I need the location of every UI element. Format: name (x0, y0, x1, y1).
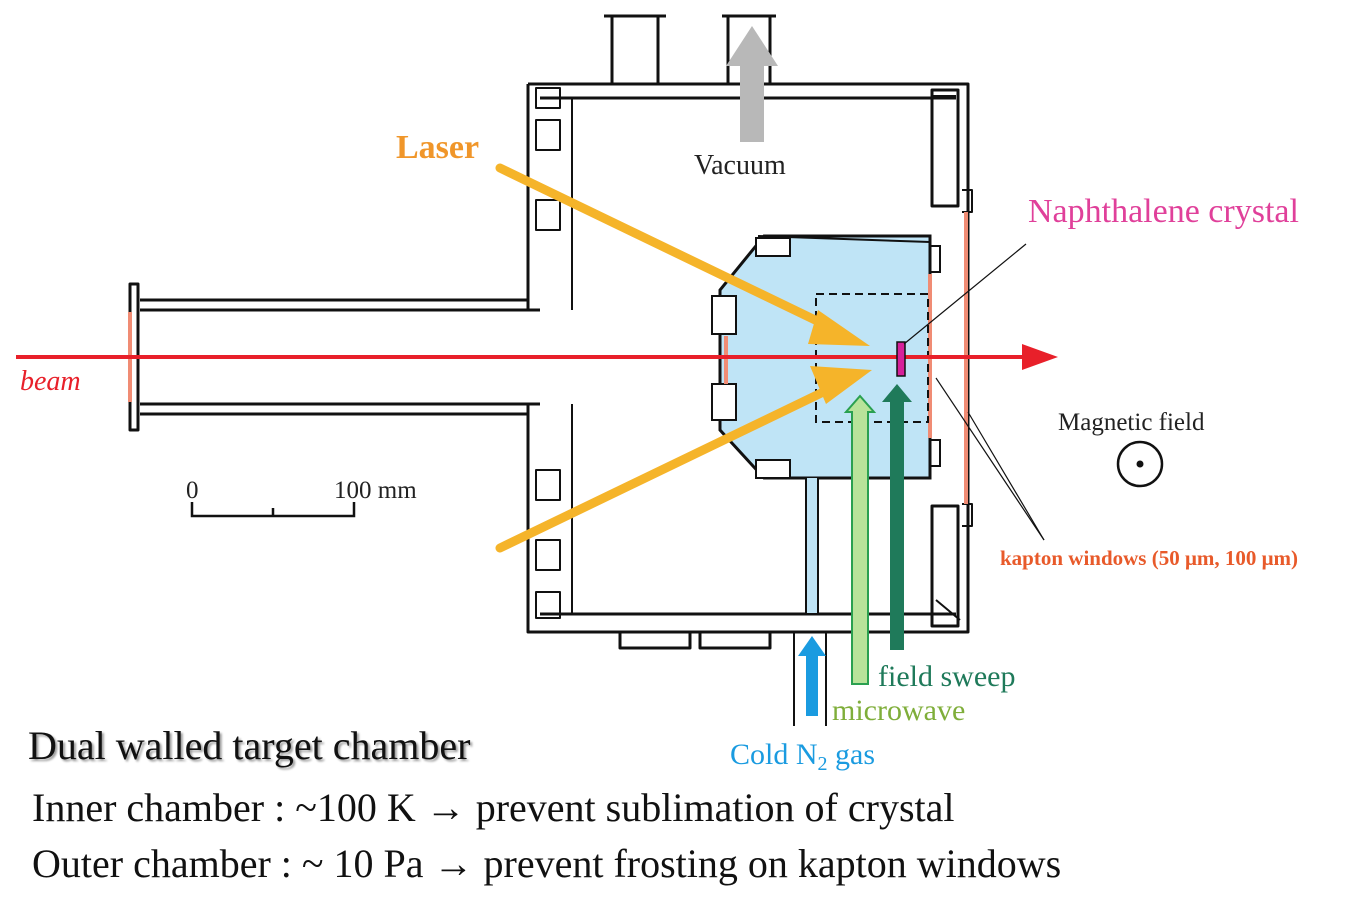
kapton-leader-lines (935, 377, 1045, 541)
laser-arrowhead-lower (810, 366, 872, 404)
beam-arrowhead (1022, 344, 1058, 370)
vacuum-arrow (726, 26, 778, 142)
field-sweep-label: field sweep (878, 660, 1015, 693)
caption-title: Dual walled target chamber (28, 723, 471, 768)
cold-n2-prefix: Cold N (730, 738, 818, 771)
naphthalene-crystal-sample (896, 341, 906, 377)
laser-arrowhead-upper (808, 310, 870, 346)
laser-label: Laser (396, 129, 479, 166)
caption-inner-chamber: Inner chamber : ~100 K → prevent sublima… (32, 785, 955, 830)
field-sweep-arrow (882, 384, 912, 650)
cold-n2-subscript: 2 (818, 753, 828, 775)
kapton-windows-label: kapton windows (50 μm, 100 μm) (1000, 546, 1298, 570)
microwave-label: microwave (832, 694, 965, 727)
naphthalene-crystal-label: Naphthalene crystal (1028, 193, 1299, 230)
caption-outer-chamber: Outer chamber : ~ 10 Pa → prevent frosti… (32, 841, 1062, 886)
magnetic-field-label: Magnetic field (1058, 409, 1205, 436)
beam-label: beam (20, 366, 81, 397)
magnetic-field-symbol (1116, 440, 1164, 488)
vacuum-label: Vacuum (694, 150, 786, 181)
scale-zero-label: 0 (186, 477, 199, 504)
crystal-leader-line (903, 243, 1027, 345)
scale-max-label: 100 mm (334, 477, 417, 504)
microwave-arrow (843, 394, 877, 685)
laser-arrows (495, 163, 849, 553)
cold-n2-arrow (798, 636, 826, 716)
magnetic-field-dot (1136, 460, 1144, 468)
scale-bar (190, 502, 356, 518)
cold-n2-suffix: gas (828, 738, 876, 771)
cold-n2-label: Cold N2 gas (730, 738, 875, 775)
